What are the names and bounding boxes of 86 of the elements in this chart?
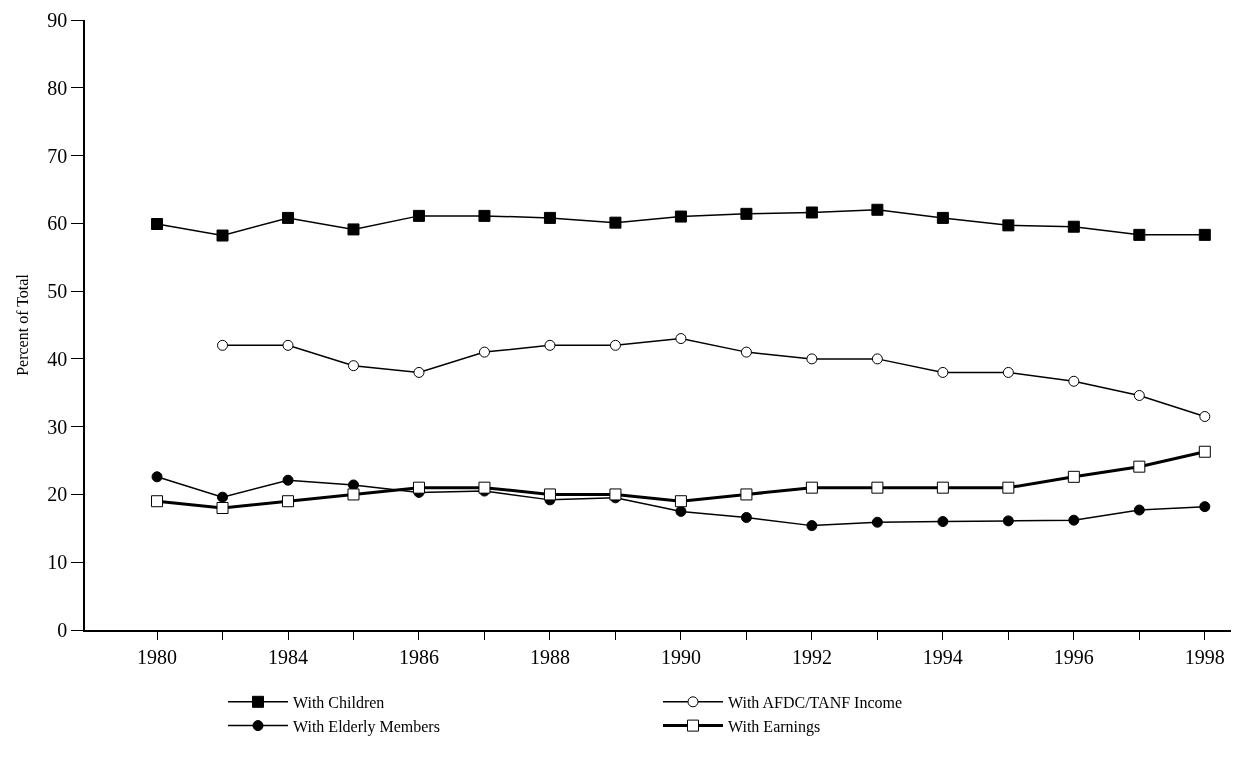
point [740,511,752,523]
x-tick-label: 1996 [1053,645,1094,668]
point [347,360,359,372]
point [936,211,949,224]
x-tick-label: 1994 [922,645,963,668]
point [412,481,425,494]
y-tick-label: 70 [47,144,68,167]
point [871,516,883,528]
point [936,481,949,494]
point [1199,501,1211,513]
x-tick-label: 1986 [398,645,439,668]
point [1133,460,1146,473]
legend-label: With AFDC/TANF Income [728,694,903,712]
point [151,471,163,483]
point [478,346,490,358]
point [674,210,687,223]
point [543,211,556,224]
point [937,366,949,378]
y-tick-label: 20 [47,483,68,506]
point [1068,375,1080,387]
legend-label: With Earnings [728,717,821,736]
point [871,353,883,365]
point [151,495,164,508]
point [740,207,753,220]
point [347,223,360,236]
point [1002,366,1014,378]
point [1002,515,1014,527]
point [805,481,818,494]
point [1002,219,1015,232]
point [871,481,884,494]
point [740,488,753,501]
point [282,339,294,351]
point [543,488,556,501]
point [806,353,818,365]
point [1198,445,1211,458]
y-tick-label: 80 [47,76,68,99]
point [151,218,164,231]
point [282,211,295,224]
point [412,209,425,222]
point [674,495,687,508]
point [1199,411,1211,422]
point [1133,228,1146,241]
point [675,333,687,345]
point [216,502,229,514]
point [478,209,491,222]
point [675,505,687,517]
point [216,229,229,242]
x-tick-label: 1980 [137,645,178,668]
point [609,339,621,351]
point [1067,470,1080,483]
legend-label: With Elderly Members [293,717,440,736]
point [740,346,752,358]
point [217,491,229,503]
y-tick-label: 60 [47,212,68,235]
x-tick-label: 1998 [1184,645,1225,668]
point [937,516,949,528]
y-tick-label: 10 [47,551,68,574]
point [1067,220,1080,233]
y-axis-title: Percent of Total [13,273,31,376]
x-tick-label: 1990 [660,645,701,668]
y-tick-label: 90 [47,9,68,31]
point [1133,504,1145,516]
point [806,520,818,532]
point [1002,481,1015,494]
point [478,481,491,494]
y-tick-label: 40 [47,347,68,370]
point [609,488,622,501]
point [282,495,295,508]
y-tick-label: 0 [57,619,68,641]
x-tick-label: 1988 [529,645,570,668]
x-tick-label: 1992 [791,645,832,668]
x-tick-label: 1984 [268,645,309,668]
point [805,206,818,219]
legend-label: With Children [293,694,385,712]
point [544,339,556,351]
point [871,203,884,216]
point [1133,389,1145,401]
point [347,488,360,501]
y-tick-label: 50 [47,280,68,303]
point [1068,514,1080,526]
point [413,366,425,378]
point [282,474,294,486]
point [609,216,622,229]
y-tick-label: 30 [47,415,68,438]
point [1198,228,1211,241]
point [217,339,229,351]
